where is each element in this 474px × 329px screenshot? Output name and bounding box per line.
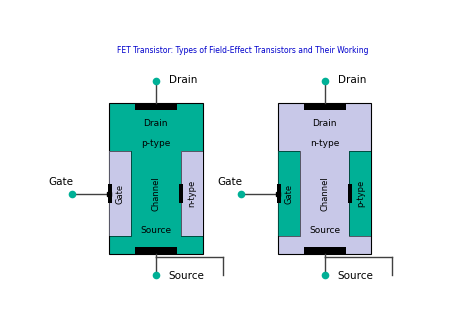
Bar [109, 151, 131, 236]
Bar [135, 247, 177, 254]
Text: p-type: p-type [141, 139, 170, 148]
Text: Source: Source [309, 226, 340, 235]
Text: Gate: Gate [284, 184, 293, 204]
Bar [181, 151, 202, 236]
Text: FET Transistor: Types of Field-Effect Transistors and Their Working: FET Transistor: Types of Field-Effect Tr… [117, 46, 369, 55]
Text: Gate: Gate [218, 177, 243, 187]
Bar [135, 103, 177, 110]
Bar [348, 184, 352, 203]
Text: n-type: n-type [187, 180, 196, 207]
Bar [303, 103, 346, 110]
Bar [109, 103, 202, 254]
Text: Drain: Drain [337, 75, 366, 85]
Text: Drain: Drain [144, 119, 168, 128]
Bar [278, 103, 372, 254]
Bar [278, 151, 300, 236]
Bar [349, 151, 372, 236]
Bar [303, 247, 346, 254]
Bar [108, 184, 112, 203]
Bar [181, 151, 202, 236]
Text: Drain: Drain [312, 119, 337, 128]
Bar [179, 184, 183, 203]
Text: Channel: Channel [320, 176, 329, 211]
Bar [278, 151, 300, 236]
Text: n-type: n-type [310, 139, 339, 148]
Text: Source: Source [337, 271, 374, 281]
Bar [277, 184, 281, 203]
Text: p-type: p-type [356, 180, 365, 207]
Text: Source: Source [140, 226, 171, 235]
Bar [109, 151, 131, 236]
Text: Source: Source [169, 271, 204, 281]
Text: Gate: Gate [115, 184, 124, 204]
Text: Gate: Gate [49, 177, 73, 187]
Bar [349, 151, 372, 236]
Text: Channel: Channel [151, 176, 160, 211]
Text: Drain: Drain [169, 75, 197, 85]
